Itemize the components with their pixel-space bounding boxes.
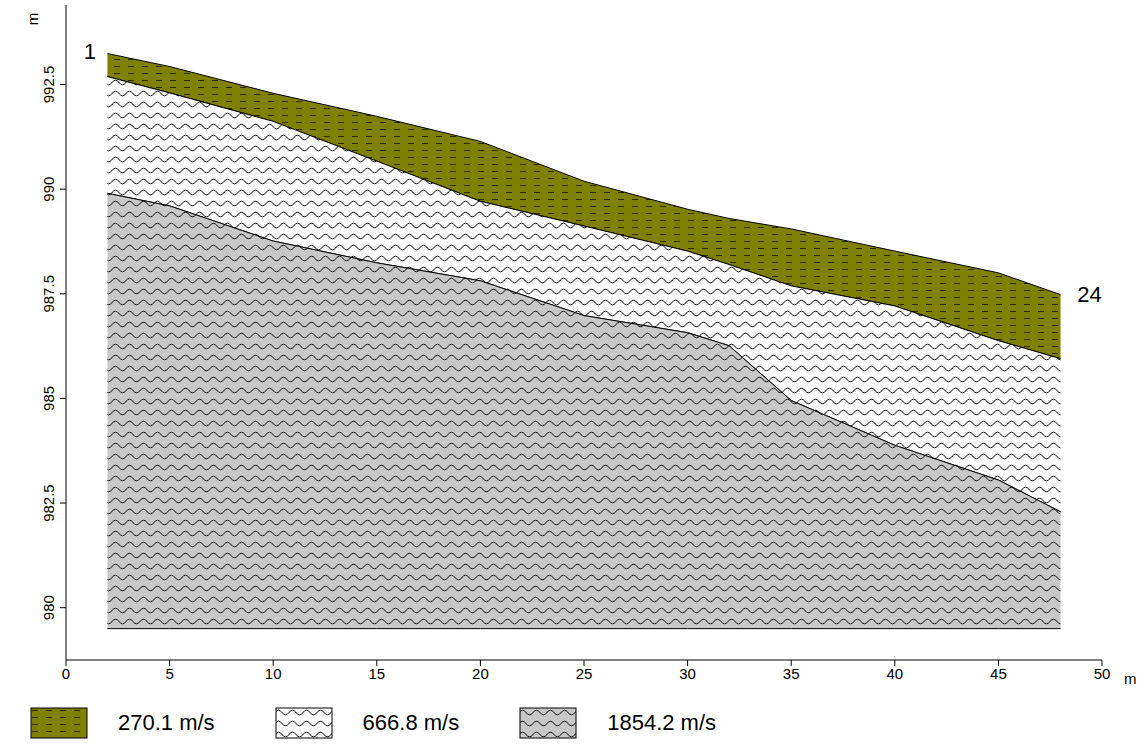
svg-text:982.5: 982.5	[40, 484, 57, 522]
svg-text:987.5: 987.5	[40, 275, 57, 313]
svg-text:m: m	[1124, 670, 1137, 687]
svg-text:990: 990	[40, 177, 57, 202]
svg-text:980: 980	[40, 595, 57, 620]
svg-text:5: 5	[165, 665, 173, 682]
svg-text:45: 45	[990, 665, 1007, 682]
html-text:1854.2 m/s: 1854.2 m/s	[607, 710, 717, 735]
svg-text:50: 50	[1094, 665, 1111, 682]
html-text:666.8 m/s: 666.8 m/s	[362, 710, 460, 735]
svg-text:24: 24	[1077, 282, 1101, 307]
svg-text:m: m	[24, 13, 41, 26]
html-text:270.1 m/s: 270.1 m/s	[118, 710, 215, 735]
svg-text:15: 15	[368, 665, 385, 682]
svg-text:10: 10	[265, 665, 282, 682]
svg-text:0: 0	[62, 665, 70, 682]
svg-text:1: 1	[84, 39, 96, 64]
svg-text:985: 985	[40, 386, 57, 411]
svg-text:992.5: 992.5	[40, 66, 57, 104]
svg-text:25: 25	[576, 665, 593, 682]
svg-text:40: 40	[886, 665, 903, 682]
svg-text:20: 20	[472, 665, 489, 682]
svg-text:30: 30	[679, 665, 696, 682]
svg-text:35: 35	[783, 665, 800, 682]
